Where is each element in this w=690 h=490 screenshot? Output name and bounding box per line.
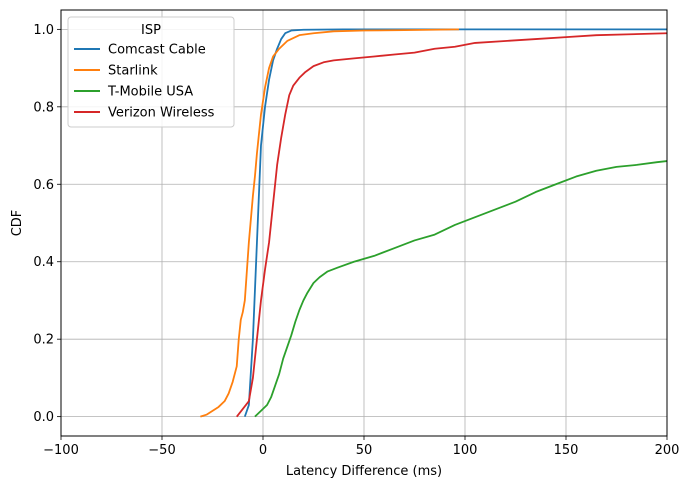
- legend-label-comcast-cable: Comcast Cable: [108, 43, 206, 58]
- y-tick-label: 1.0: [33, 23, 54, 38]
- x-tick-label: 0: [259, 443, 267, 458]
- y-tick-label: 0.4: [33, 255, 54, 270]
- legend-label-t-mobile-usa: T-Mobile USA: [107, 85, 193, 100]
- legend-label-starlink: Starlink: [108, 64, 158, 79]
- y-tick-label: 0.6: [33, 178, 54, 193]
- x-axis-ticks: −100 −50 0 50 100 150 200: [43, 436, 679, 458]
- y-tick-label: 0.0: [33, 410, 54, 425]
- series-line-t-mobile-usa: [254, 160, 667, 418]
- x-tick-label: 200: [655, 443, 680, 458]
- y-axis-ticks: 0.0 0.2 0.4 0.6 0.8 1.0: [33, 23, 61, 425]
- series-line-comcast-cable: [243, 28, 667, 417]
- x-axis-label: Latency Difference (ms): [286, 464, 442, 479]
- y-tick-label: 0.8: [33, 100, 54, 115]
- legend: ISP Comcast Cable Starlink T-Mobile USA Ver…: [67, 16, 235, 128]
- legend-items: Comcast Cable Starlink T-Mobile USA Verizon…: [74, 43, 215, 121]
- x-tick-label: −100: [43, 443, 79, 458]
- series-line-starlink: [200, 28, 459, 418]
- y-axis-label: CDF: [10, 210, 25, 237]
- legend-label-verizon-wireless: Verizon Wireless: [108, 106, 215, 121]
- x-tick-label: −50: [148, 443, 175, 458]
- x-tick-label: 50: [356, 443, 373, 458]
- series-line-verizon-wireless: [236, 32, 667, 418]
- x-tick-label: 150: [554, 443, 579, 458]
- legend-box: [67, 16, 235, 128]
- x-tick-label: 100: [453, 443, 478, 458]
- series-lines: [200, 28, 667, 418]
- y-tick-label: 0.2: [33, 333, 54, 348]
- legend-title: ISP: [141, 23, 161, 38]
